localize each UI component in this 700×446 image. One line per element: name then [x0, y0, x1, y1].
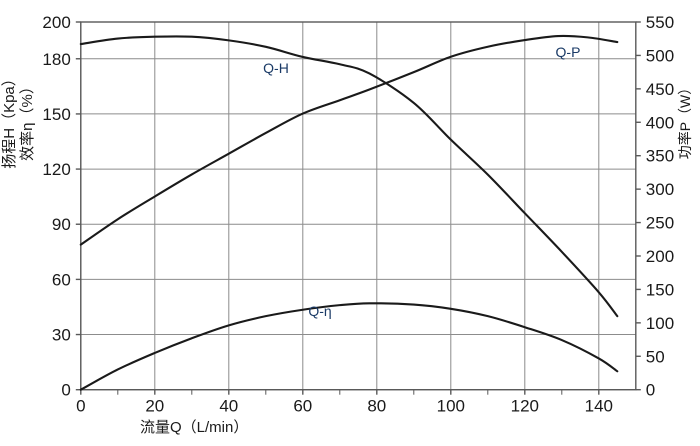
svg-text:120: 120	[511, 397, 539, 416]
svg-text:200: 200	[42, 13, 70, 32]
svg-text:流量Q（L/min）: 流量Q（L/min）	[140, 419, 248, 436]
svg-text:120: 120	[42, 160, 70, 179]
svg-text:50: 50	[646, 347, 665, 366]
svg-text:450: 450	[646, 80, 674, 99]
svg-text:0: 0	[646, 381, 655, 400]
svg-text:300: 300	[646, 180, 674, 199]
svg-text:60: 60	[293, 397, 312, 416]
svg-text:90: 90	[52, 215, 71, 234]
svg-text:扬程H（Kpa）: 扬程H（Kpa）	[1, 71, 18, 169]
svg-text:250: 250	[646, 214, 674, 233]
svg-text:100: 100	[437, 397, 465, 416]
svg-text:200: 200	[646, 247, 674, 266]
svg-text:140: 140	[585, 397, 613, 416]
svg-text:30: 30	[52, 326, 71, 345]
svg-text:20: 20	[145, 397, 164, 416]
svg-text:180: 180	[42, 50, 70, 69]
svg-text:550: 550	[646, 13, 674, 32]
svg-text:100: 100	[646, 314, 674, 333]
svg-text:功率P（W）: 功率P（W）	[677, 81, 693, 160]
svg-text:150: 150	[646, 280, 674, 299]
svg-text:Q-H: Q-H	[263, 60, 289, 76]
svg-text:500: 500	[646, 46, 674, 65]
svg-text:350: 350	[646, 147, 674, 166]
svg-text:150: 150	[42, 105, 70, 124]
svg-text:0: 0	[61, 381, 70, 400]
svg-text:Q-η: Q-η	[308, 303, 331, 319]
svg-text:40: 40	[219, 397, 238, 416]
svg-text:0: 0	[76, 397, 85, 416]
svg-text:80: 80	[367, 397, 386, 416]
svg-text:效率η（%）: 效率η（%）	[19, 79, 36, 161]
svg-text:Q-P: Q-P	[556, 44, 581, 60]
svg-text:60: 60	[52, 270, 71, 289]
svg-text:400: 400	[646, 113, 674, 132]
